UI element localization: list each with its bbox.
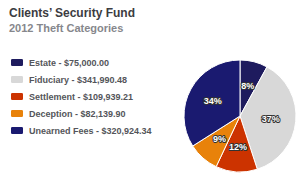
svg-text:Clients’ Security Fund: Clients’ Security Fund — [9, 6, 135, 20]
svg-text:Settlement - $109,939.21: Settlement - $109,939.21 — [29, 92, 133, 102]
svg-text:Deception - $82,139.90: Deception - $82,139.90 — [29, 109, 126, 119]
svg-text:Fiduciary - $341,990.48: Fiduciary - $341,990.48 — [29, 75, 127, 85]
svg-text:37%: 37% — [262, 114, 280, 124]
svg-text:Unearned Fees - $320,924.34: Unearned Fees - $320,924.34 — [29, 126, 152, 136]
svg-text:8%: 8% — [241, 81, 254, 91]
svg-text:2012 Theft Categories: 2012 Theft Categories — [9, 22, 123, 34]
svg-text:Estate - $75,000.00: Estate - $75,000.00 — [29, 58, 109, 68]
svg-text:34%: 34% — [204, 96, 222, 106]
svg-text:9%: 9% — [213, 134, 226, 144]
svg-text:12%: 12% — [229, 142, 247, 152]
